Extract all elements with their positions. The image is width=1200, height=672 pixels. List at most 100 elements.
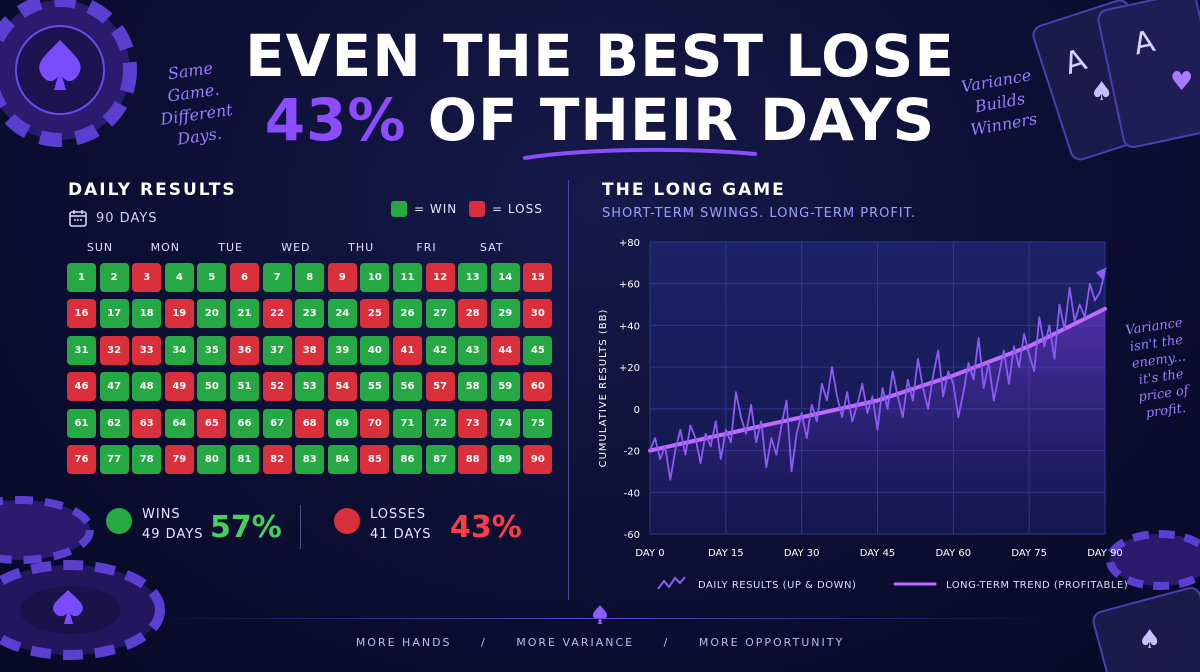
loss-day-cell: 19	[164, 299, 194, 329]
loss-day-cell: 3	[132, 263, 162, 292]
legend-win-swatch	[391, 201, 407, 217]
win-day-cell: 77	[99, 445, 129, 474]
chart-subtitle: SHORT-TERM SWINGS. LONG-TERM PROFIT.	[602, 206, 917, 221]
loss-day-cell: 46	[67, 372, 96, 402]
win-day-cell: 13	[458, 263, 488, 292]
loss-day-cell: 68	[295, 408, 325, 438]
win-day-cell: 48	[132, 372, 162, 402]
win-day-cell: 53	[295, 372, 325, 402]
x-tick-label: DAY 60	[936, 548, 972, 559]
headline-underline-swash	[523, 147, 757, 160]
weekday-label: FRI	[416, 241, 437, 254]
chart-title: THE LONG GAME	[602, 180, 786, 200]
loss-day-cell: 88	[458, 445, 488, 474]
win-day-cell: 35	[197, 335, 227, 365]
calendar-days-label: 90 DAYS	[96, 211, 158, 226]
svg-text:♠: ♠	[1138, 625, 1161, 655]
win-day-cell: 45	[523, 335, 553, 365]
weekday-label: TUE	[218, 241, 243, 254]
footer-item: MORE OPPORTUNITY	[698, 636, 845, 649]
losses-days: 41 DAYS	[370, 527, 432, 542]
loss-day-cell: 54	[327, 372, 357, 402]
stats-divider	[300, 505, 301, 549]
wins-percentage: 57%	[210, 510, 282, 545]
win-day-cell: 40	[360, 335, 390, 365]
x-tick-label: DAY 30	[784, 548, 820, 559]
win-day-cell: 47	[99, 372, 129, 402]
losses-label: LOSSES	[370, 507, 426, 522]
daily-results-arrow	[1096, 267, 1107, 280]
loss-day-cell: 65	[197, 408, 227, 438]
loss-day-cell: 36	[230, 335, 259, 365]
wins-dot	[106, 508, 132, 534]
win-day-cell: 83	[295, 445, 325, 474]
section-divider	[568, 180, 569, 600]
win-day-cell: 31	[67, 335, 96, 365]
y-tick-label: 0	[634, 405, 640, 416]
loss-day-cell: 25	[360, 299, 390, 329]
loss-day-cell: 52	[262, 372, 292, 402]
svg-text:♠: ♠	[1090, 77, 1113, 107]
loss-day-cell: 32	[99, 335, 129, 365]
poker-chip-bottom-right-icon: ♠	[1092, 530, 1200, 672]
loss-day-cell: 90	[523, 445, 553, 474]
win-day-cell: 66	[230, 408, 259, 438]
win-day-cell: 8	[295, 263, 325, 292]
win-day-cell: 4	[164, 263, 194, 292]
y-tick-label: +80	[619, 238, 640, 249]
win-day-cell: 78	[132, 445, 162, 474]
poker-chips-bottom-left-icon	[0, 496, 165, 660]
headline-percentage: 43%	[264, 86, 407, 154]
win-day-cell: 29	[490, 299, 520, 329]
headline-line-2: 43% OF THEIR DAYS	[0, 86, 1200, 154]
win-day-cell: 50	[197, 372, 227, 402]
trend-area	[650, 308, 1105, 534]
win-day-cell: 5	[197, 263, 227, 292]
win-day-cell: 87	[425, 445, 455, 474]
loss-day-cell: 57	[425, 372, 455, 402]
win-day-cell: 34	[164, 335, 194, 365]
loss-day-cell: 85	[360, 445, 390, 474]
win-day-cell: 80	[197, 445, 227, 474]
win-day-cell: 39	[327, 335, 357, 365]
y-tick-label: +40	[619, 321, 640, 332]
win-day-cell: 37	[262, 335, 292, 365]
win-day-cell: 14	[490, 263, 520, 292]
win-day-cell: 1	[67, 263, 96, 292]
win-day-cell: 64	[164, 408, 194, 438]
win-day-cell: 69	[327, 408, 357, 438]
loss-day-cell: 28	[458, 299, 488, 329]
calendar-heading: DAILY RESULTS	[68, 180, 237, 200]
loss-day-cell: 9	[327, 263, 357, 292]
loss-day-cell: 33	[132, 335, 162, 365]
wins-label: WINS	[142, 507, 181, 522]
win-day-cell: 67	[262, 408, 292, 438]
footer-tagline: MORE HANDS / MORE VARIANCE / MORE OPPORT…	[0, 636, 1200, 649]
loss-day-cell: 16	[67, 299, 96, 329]
wins-days: 49 DAYS	[142, 527, 204, 542]
y-tick-label: -20	[624, 447, 640, 458]
loss-day-cell: 41	[393, 335, 422, 365]
loss-day-cell: 76	[67, 445, 96, 474]
win-day-cell: 26	[393, 299, 422, 329]
loss-day-cell: 82	[262, 445, 292, 474]
legend-win-label: = WIN	[414, 202, 458, 216]
daily-results-legend-icon	[657, 576, 686, 590]
calendar-icon	[69, 210, 87, 227]
footer-separator: /	[663, 636, 670, 649]
win-day-cell: 7	[262, 263, 292, 292]
loss-day-cell: 15	[523, 263, 553, 292]
win-day-cell: 84	[327, 445, 357, 474]
win-day-cell: 86	[393, 445, 422, 474]
win-day-cell: 61	[67, 408, 96, 438]
y-axis-label: CUMULATIVE RESULTS (BB)	[598, 309, 609, 468]
win-day-cell: 58	[458, 372, 488, 402]
x-tick-label: DAY 75	[1011, 548, 1047, 559]
y-tick-label: +20	[619, 363, 640, 374]
headline-line-1: EVEN THE BEST LOSE	[245, 22, 955, 90]
win-day-cell: 71	[393, 408, 422, 438]
legend-loss-label: = LOSS	[492, 202, 543, 216]
win-day-cell: 72	[425, 408, 455, 438]
daily-results-line	[649, 270, 1106, 481]
footer-item: MORE VARIANCE	[516, 636, 635, 649]
